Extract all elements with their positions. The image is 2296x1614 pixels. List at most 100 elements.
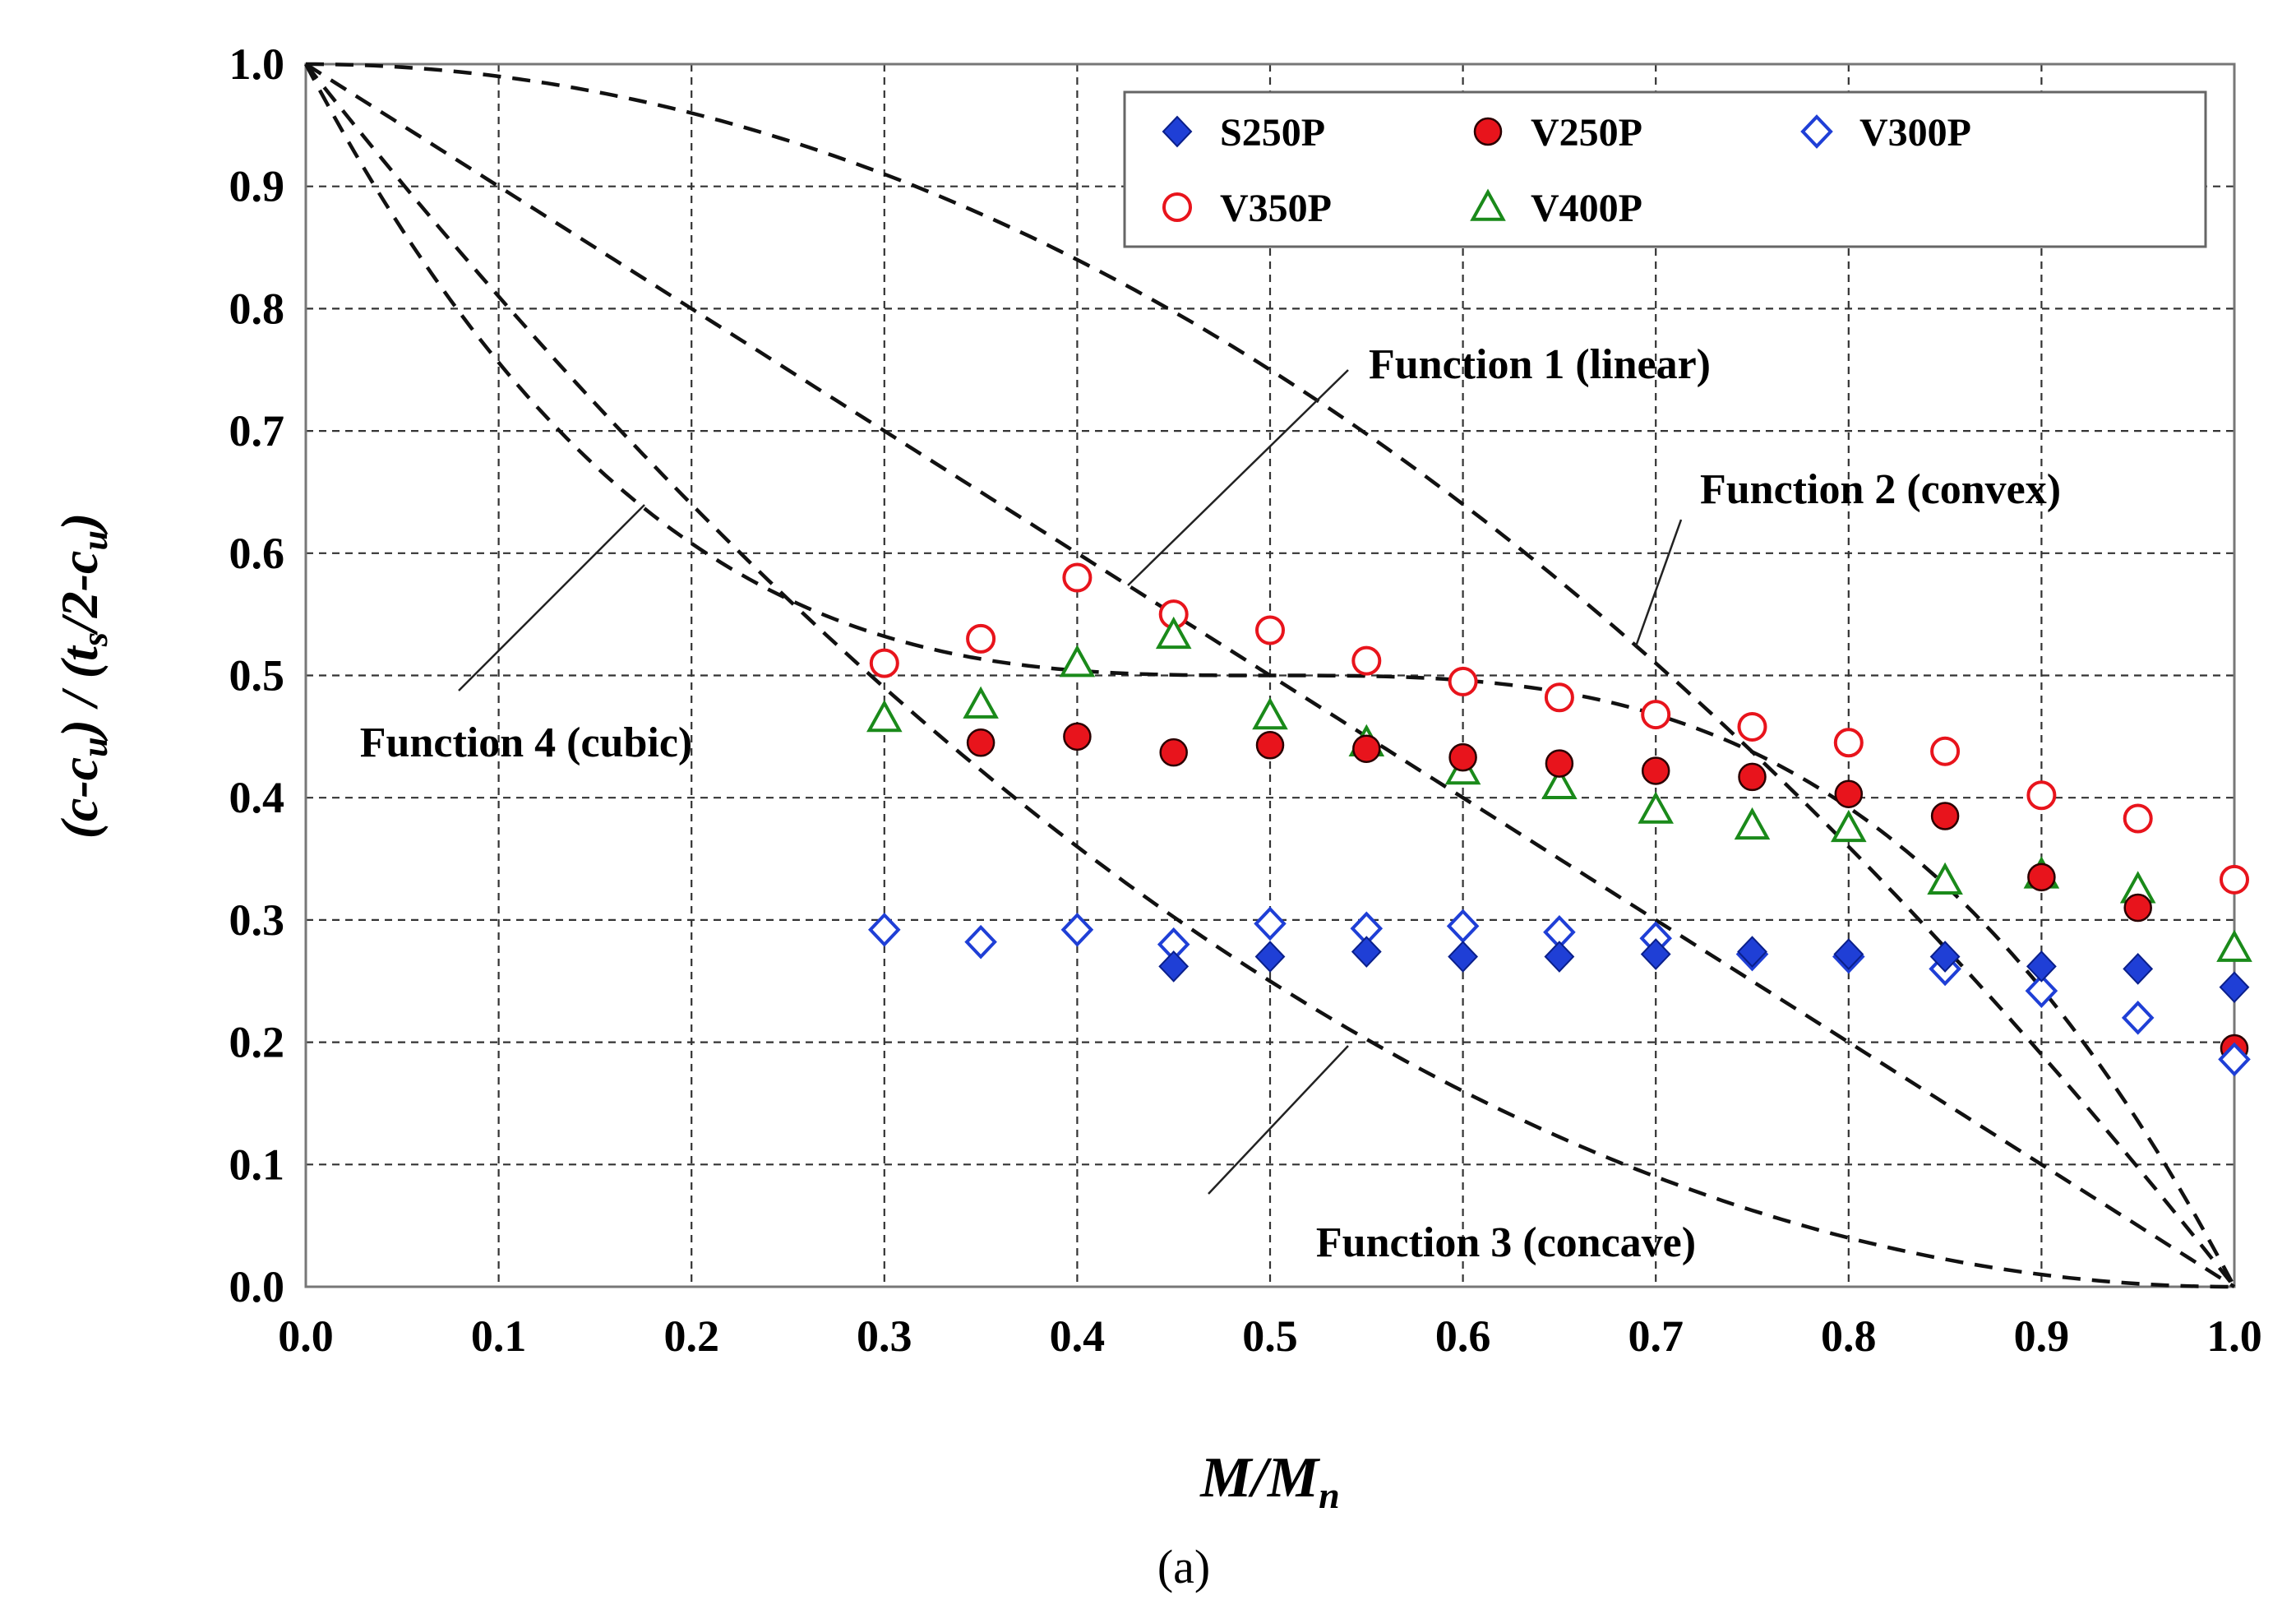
point-V250P-10 xyxy=(1930,802,1960,830)
point-V400P-2 xyxy=(1059,645,1096,678)
label-function-convex: Function 2 (convex) xyxy=(1700,466,2061,513)
x-tick-label-1: 0.1 xyxy=(471,1311,527,1361)
leader-convex xyxy=(1634,519,1683,647)
legend-label-V250P: V250P xyxy=(1531,111,1642,155)
point-V250P-11 xyxy=(2027,862,2056,892)
point-V350P-0 xyxy=(869,648,899,678)
legend-marker-V300P xyxy=(1800,114,1833,149)
point-V350P-10 xyxy=(1833,728,1864,758)
y-tick-label-2: 0.2 xyxy=(229,1018,285,1067)
label-function-linear: Function 1 (linear) xyxy=(1369,341,1711,388)
point-S250P-9 xyxy=(2026,950,2057,983)
point-S250P-1 xyxy=(1254,941,1286,973)
axis-titles: M/Mn (c-cu) / (ts/2-cu) (a) xyxy=(50,513,1340,1593)
data-markers xyxy=(866,562,2252,1077)
legend-marker-S250P xyxy=(1162,115,1193,148)
series-V250P xyxy=(966,722,2249,1063)
point-S250P-8 xyxy=(1929,941,1961,973)
function-curve-convex xyxy=(306,62,2236,1288)
point-V350P-6 xyxy=(1448,666,1478,696)
y-tick-label-6: 0.6 xyxy=(229,529,285,578)
point-V300P-2 xyxy=(1060,912,1094,947)
label-function-cubic: Function 4 (cubic) xyxy=(360,719,692,766)
y-tick-label-9: 0.9 xyxy=(229,162,285,211)
point-V300P-13 xyxy=(2121,1001,2155,1035)
point-V400P-11 xyxy=(1927,862,1963,895)
legend-box xyxy=(1123,90,2207,248)
point-S250P-7 xyxy=(1833,938,1864,970)
point-V400P-14 xyxy=(2216,929,2252,962)
annotation-leaders xyxy=(458,369,1683,1195)
point-V400P-1 xyxy=(963,686,999,719)
point-V300P-0 xyxy=(868,912,901,947)
point-V400P-7 xyxy=(1541,766,1578,800)
leader-linear xyxy=(1127,369,1349,586)
legend-label-V350P: V350P xyxy=(1220,187,1332,230)
point-V350P-5 xyxy=(1351,645,1382,676)
function-curve-concave xyxy=(304,62,2234,1289)
point-S250P-11 xyxy=(2219,971,2250,1004)
point-S250P-4 xyxy=(1544,941,1575,973)
legend-label-V300P: V300P xyxy=(1859,111,1971,155)
point-V350P-9 xyxy=(1737,711,1767,742)
point-V300P-1 xyxy=(964,924,997,960)
leader-concave xyxy=(1208,1045,1349,1195)
point-V400P-0 xyxy=(866,700,903,733)
point-V250P-3 xyxy=(1255,731,1285,760)
point-V300P-12 xyxy=(2025,973,2058,1008)
point-V400P-8 xyxy=(1638,791,1674,824)
x-tick-label-4: 0.4 xyxy=(1050,1311,1106,1361)
x-tick-label-10: 1.0 xyxy=(2206,1311,2262,1361)
y-tick-label-1: 0.1 xyxy=(229,1140,285,1189)
x-tick-label-0: 0.0 xyxy=(278,1311,334,1361)
point-V250P-4 xyxy=(1352,734,1381,763)
point-V250P-7 xyxy=(1641,756,1670,785)
plot-frame xyxy=(304,62,2236,1288)
x-tick-label-6: 0.6 xyxy=(1435,1311,1491,1361)
y-tick-label-8: 0.8 xyxy=(229,284,285,333)
label-function-concave: Function 3 (concave) xyxy=(1316,1219,1696,1266)
point-V400P-9 xyxy=(1734,807,1771,840)
function-curve-cubic xyxy=(304,62,2236,1288)
x-tick-label-5: 0.5 xyxy=(1242,1311,1298,1361)
point-V350P-4 xyxy=(1255,615,1285,645)
y-tick-label-5: 0.5 xyxy=(229,651,285,701)
legend-marker-V250P xyxy=(1473,117,1503,146)
legend: S250P V250P V300P V350P V400P xyxy=(1123,90,2207,248)
point-V400P-4 xyxy=(1252,697,1288,730)
point-V250P-2 xyxy=(1159,738,1188,767)
tick-labels: 0.0 0.1 0.2 0.3 0.4 0.5 0.6 0.7 0.8 0.9 1.0 0.0 0.1 0… xyxy=(229,39,2262,1361)
x-tick-label-2: 0.2 xyxy=(663,1311,719,1361)
point-V250P-6 xyxy=(1545,749,1574,778)
legend-marker-V350P xyxy=(1162,192,1192,222)
legend-label-V400P: V400P xyxy=(1531,187,1642,230)
point-V250P-9 xyxy=(1834,779,1864,808)
point-V250P-0 xyxy=(966,728,996,757)
y-axis-title: (c-cu) / (ts/2-cu) xyxy=(50,513,115,839)
function-labels: Function 1 (linear) Function 2 (convex) Fu… xyxy=(360,341,2061,1266)
figure-caption: (a) xyxy=(1157,1540,1210,1593)
point-V350P-8 xyxy=(1641,700,1671,730)
point-S250P-3 xyxy=(1448,941,1479,973)
y-tick-label-4: 0.4 xyxy=(229,773,285,822)
point-V350P-12 xyxy=(2026,780,2057,811)
point-V250P-12 xyxy=(2123,893,2152,923)
point-V300P-14 xyxy=(2218,1042,2251,1077)
legend-marker-V400P xyxy=(1470,188,1506,221)
point-V350P-1 xyxy=(966,623,996,654)
x-tick-label-3: 0.3 xyxy=(857,1311,912,1361)
point-V250P-1 xyxy=(1063,722,1092,752)
point-S250P-6 xyxy=(1737,936,1767,968)
point-V250P-8 xyxy=(1738,762,1767,792)
point-S250P-0 xyxy=(1158,950,1190,983)
point-S250P-10 xyxy=(2123,953,2154,985)
series-S250P xyxy=(1158,936,2250,1004)
point-V300P-4 xyxy=(1254,906,1287,941)
y-tick-label-0: 0.0 xyxy=(229,1262,285,1311)
point-S250P-2 xyxy=(1351,936,1382,968)
legend-label-S250P: S250P xyxy=(1220,111,1325,155)
point-V350P-14 xyxy=(2220,864,2249,895)
point-V350P-13 xyxy=(2123,803,2153,834)
